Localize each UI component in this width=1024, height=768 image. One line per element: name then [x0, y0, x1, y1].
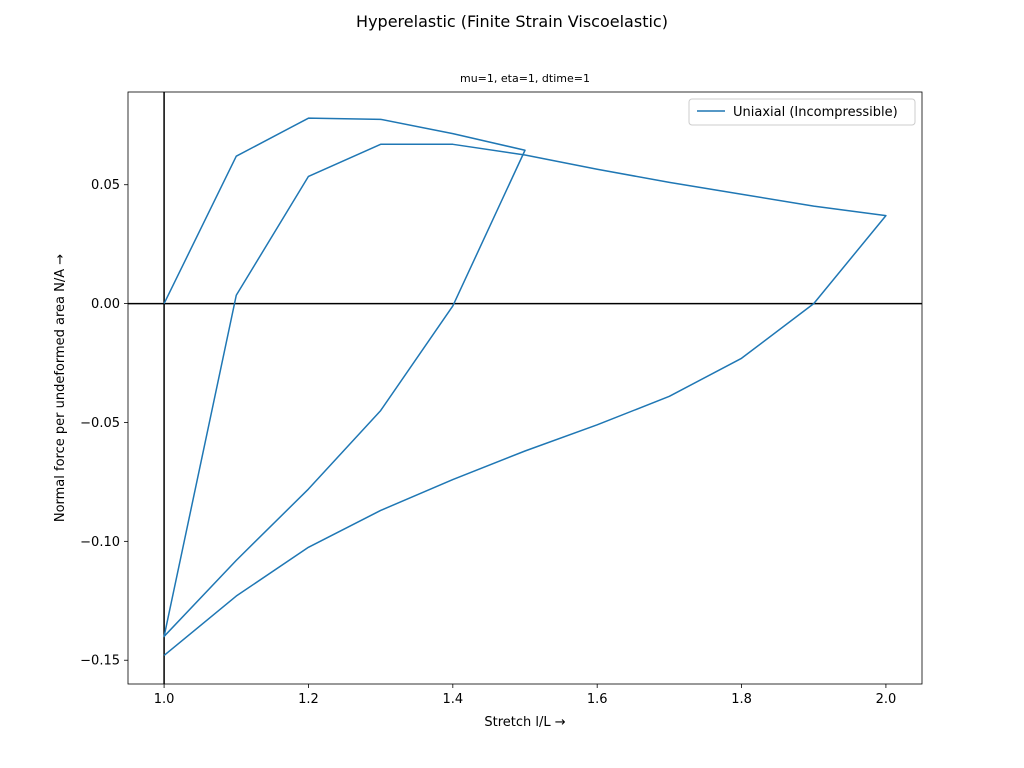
figure-title: Hyperelastic (Finite Strain Viscoelastic…: [356, 12, 668, 31]
y-tick-label: 0.05: [91, 178, 120, 193]
series-layer: [163, 117, 887, 657]
chart-subtitle: mu=1, eta=1, dtime=1: [460, 72, 590, 85]
legend: Uniaxial (Incompressible): [688, 98, 916, 126]
legend-label: Uniaxial (Incompressible): [733, 105, 898, 120]
y-axis-label: Normal force per undeformed area N/A →: [53, 254, 68, 522]
series-line-0: [163, 117, 887, 657]
y-tick-label: −0.10: [80, 535, 120, 550]
x-tick-label: 1.0: [154, 692, 175, 707]
y-tick-label: −0.05: [80, 416, 120, 431]
x-tick-label: 1.4: [442, 692, 463, 707]
x-tick-label: 1.2: [298, 692, 319, 707]
x-tick-label: 1.6: [587, 692, 608, 707]
x-tick-label: 2.0: [876, 692, 897, 707]
y-axis-ticks: −0.15 −0.10 −0.05 0.00 0.05: [80, 178, 128, 669]
y-tick-label: −0.15: [80, 654, 120, 669]
plot-frame: [127, 91, 923, 685]
y-tick-label: 0.00: [91, 297, 120, 312]
legend-box: [688, 98, 916, 126]
x-tick-label: 1.8: [731, 692, 752, 707]
x-axis-ticks: 1.0 1.2 1.4 1.6 1.8 2.0: [154, 684, 897, 707]
x-axis-label: Stretch l/L →: [484, 715, 565, 730]
